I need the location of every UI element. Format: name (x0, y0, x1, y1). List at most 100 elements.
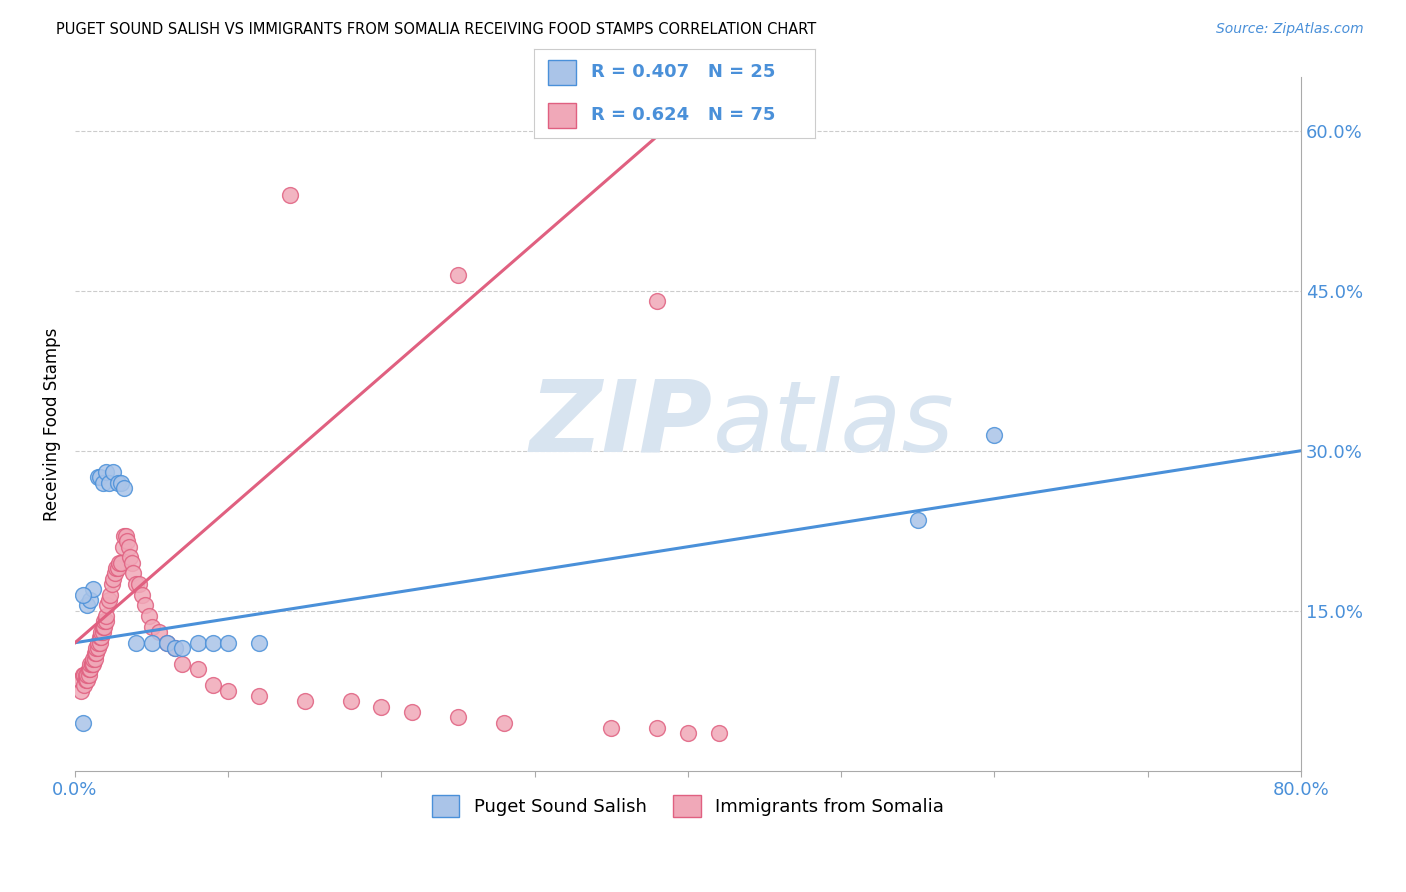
Point (278, 187, 301, 202)
Point (103, 572, 125, 586)
Point (91, 475, 114, 490)
Point (112, 529, 135, 543)
Point (98, 588, 121, 602)
Point (76, 673, 98, 687)
Point (156, 636, 179, 650)
Point (107, 475, 129, 490)
Point (120, 550, 142, 565)
Point (79, 657, 101, 671)
Point (122, 566, 145, 581)
Point (84, 651, 107, 665)
Point (93, 620, 115, 634)
Point (90, 625, 112, 640)
Point (110, 475, 132, 490)
Point (111, 540, 134, 554)
Point (110, 556, 132, 570)
Point (84, 646, 107, 660)
Point (163, 641, 186, 656)
Point (70, 683, 93, 698)
Point (114, 529, 136, 543)
Point (89, 631, 111, 645)
Point (105, 561, 128, 575)
Point (108, 556, 131, 570)
Point (187, 662, 209, 676)
Point (983, 427, 1005, 442)
Point (217, 683, 239, 698)
Point (79, 662, 101, 676)
Point (201, 678, 224, 692)
Point (87, 641, 110, 656)
Point (86, 646, 108, 660)
Point (89, 470, 111, 484)
Point (600, 721, 623, 735)
Point (82, 582, 104, 597)
FancyBboxPatch shape (548, 60, 576, 85)
Point (94, 465, 117, 479)
Point (148, 625, 170, 640)
Text: Source: ZipAtlas.com: Source: ZipAtlas.com (1216, 22, 1364, 37)
Point (121, 556, 143, 570)
Point (103, 465, 125, 479)
Point (172, 641, 194, 656)
Point (73, 667, 96, 681)
Point (370, 699, 392, 714)
Point (217, 636, 239, 650)
Point (141, 636, 163, 650)
Point (69, 673, 91, 687)
Point (401, 705, 423, 719)
Point (117, 540, 139, 554)
Point (75, 673, 97, 687)
Point (86, 641, 108, 656)
Legend: Puget Sound Salish, Immigrants from Somalia: Puget Sound Salish, Immigrants from Soma… (425, 788, 950, 824)
Point (94, 609, 117, 624)
Point (87, 470, 110, 484)
Text: PUGET SOUND SALISH VS IMMIGRANTS FROM SOMALIA RECEIVING FOOD STAMPS CORRELATION : PUGET SOUND SALISH VS IMMIGRANTS FROM SO… (56, 22, 817, 37)
Point (94, 615, 117, 629)
Point (72, 667, 94, 681)
Point (107, 561, 129, 575)
Point (247, 636, 270, 650)
Point (97, 593, 120, 607)
Point (131, 588, 153, 602)
Point (91, 625, 114, 640)
Point (76, 667, 98, 681)
Point (80, 657, 103, 671)
Point (90, 631, 112, 645)
Point (125, 577, 148, 591)
Point (104, 566, 127, 581)
Point (72, 588, 94, 602)
Point (447, 710, 470, 724)
Point (75, 667, 97, 681)
Point (294, 694, 316, 708)
Point (89, 636, 111, 650)
Point (201, 636, 224, 650)
Point (80, 657, 103, 671)
Point (91, 620, 114, 634)
Point (907, 513, 929, 527)
Point (163, 641, 186, 656)
Point (112, 481, 135, 495)
Point (134, 599, 156, 613)
Text: atlas: atlas (713, 376, 955, 473)
Point (247, 689, 270, 703)
Point (82, 657, 104, 671)
Point (494, 715, 516, 730)
FancyBboxPatch shape (548, 103, 576, 128)
Point (77, 662, 100, 676)
Point (707, 726, 730, 740)
Point (77, 667, 100, 681)
Point (128, 577, 150, 591)
Point (82, 651, 104, 665)
Text: ZIP: ZIP (530, 376, 713, 473)
Point (72, 715, 94, 730)
Point (447, 268, 470, 282)
Text: R = 0.624   N = 75: R = 0.624 N = 75 (591, 106, 775, 124)
Point (125, 636, 148, 650)
Point (96, 599, 118, 613)
Point (79, 593, 101, 607)
Point (172, 657, 194, 671)
Point (141, 620, 163, 634)
Point (676, 726, 699, 740)
Point (73, 678, 96, 692)
Point (156, 636, 179, 650)
